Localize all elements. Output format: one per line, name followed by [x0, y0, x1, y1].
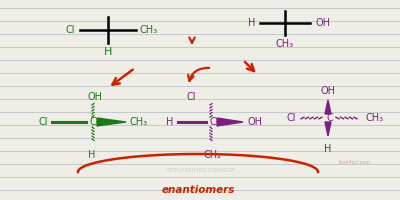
Text: CH₂: CH₂ — [203, 150, 221, 160]
Text: C: C — [210, 117, 216, 127]
Text: HTTP://LEAH4SCI.COM/MCAT: HTTP://LEAH4SCI.COM/MCAT — [165, 168, 235, 172]
Text: OH: OH — [315, 18, 330, 28]
Text: Cl: Cl — [66, 25, 75, 35]
Text: CH₃: CH₃ — [366, 113, 384, 123]
Polygon shape — [97, 118, 126, 126]
Text: leah4sci.com: leah4sci.com — [339, 160, 371, 164]
Text: C: C — [327, 113, 333, 123]
Text: CH₃: CH₃ — [140, 25, 158, 35]
Polygon shape — [217, 118, 243, 126]
Text: OH: OH — [320, 86, 336, 96]
Text: H: H — [248, 18, 255, 28]
Text: CH₃: CH₃ — [130, 117, 148, 127]
Polygon shape — [325, 122, 331, 136]
Text: OH: OH — [88, 92, 103, 102]
Text: H: H — [324, 144, 332, 154]
Text: CH₃: CH₃ — [276, 39, 294, 49]
Polygon shape — [325, 100, 331, 114]
Text: OH: OH — [247, 117, 262, 127]
Text: Cl: Cl — [38, 117, 48, 127]
Text: Cl: Cl — [286, 113, 296, 123]
Text: enantiomers: enantiomers — [161, 185, 235, 195]
Text: H: H — [166, 117, 173, 127]
Text: C: C — [90, 117, 96, 127]
Text: Cl: Cl — [186, 92, 196, 102]
Text: H: H — [104, 47, 112, 57]
Text: H: H — [88, 150, 96, 160]
